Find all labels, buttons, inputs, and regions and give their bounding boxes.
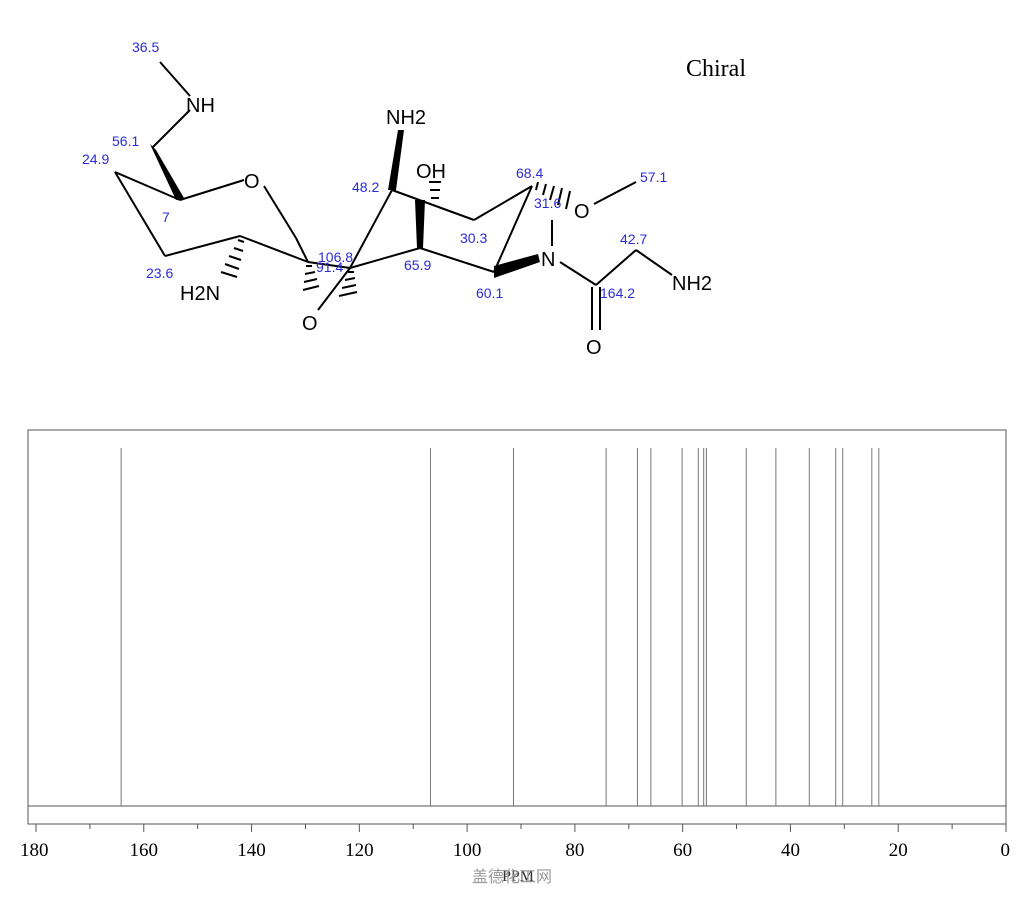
atom-o-methoxy: O <box>574 201 590 223</box>
x-tick-label: 40 <box>781 840 800 861</box>
shift-label: 68.4 <box>516 165 543 181</box>
x-tick-label: 160 <box>130 840 159 861</box>
shift-label: 30.3 <box>460 230 487 246</box>
shift-label: 36.5 <box>132 39 159 55</box>
x-tick-label: 60 <box>673 840 692 861</box>
atom-nh2-right: NH2 <box>672 273 712 295</box>
atom-oh: OH <box>416 161 446 183</box>
atom-o-bridge: O <box>302 313 318 335</box>
atom-o-ring: O <box>244 171 260 193</box>
shift-label: 60.1 <box>476 285 503 301</box>
watermark: 盖德化工网 <box>472 867 552 886</box>
x-tick-label: 20 <box>889 840 908 861</box>
spectrum-plot: 180 160 140 120 100 80 60 40 20 0 PPM 盖德化工网 <box>20 429 1010 886</box>
shift-label: 23.6 <box>146 265 173 281</box>
shift-label: 57.1 <box>640 169 667 185</box>
shift-label: 31.6 <box>534 195 561 211</box>
x-axis-ticks: 180 160 140 120 100 80 60 40 20 0 <box>20 824 1010 861</box>
x-tick-label: 180 <box>20 840 49 861</box>
shift-label: 65.9 <box>404 257 431 273</box>
shift-label: 42.7 <box>620 231 647 247</box>
atom-h2n-left: H2N <box>180 283 220 305</box>
shift-label: 24.9 <box>82 151 109 167</box>
atom-o-carbonyl: O <box>586 337 602 359</box>
x-tick-label: 140 <box>237 840 266 861</box>
shift-label: 106.8 <box>318 249 353 265</box>
x-tick-label: 120 <box>345 840 374 861</box>
molecule-structure: NH O H2N O NH2 OH O N NH2 O 36.5 56.1 24… <box>82 39 746 359</box>
chiral-label: Chiral <box>686 56 746 82</box>
x-tick-label: 80 <box>565 840 584 861</box>
atom-nh-top: NH <box>186 95 215 117</box>
x-tick-label: 100 <box>453 840 482 861</box>
peak-lines <box>120 448 880 806</box>
shift-label: 56.1 <box>112 133 139 149</box>
plot-frame <box>27 429 1007 825</box>
x-axis-title: PPM <box>502 868 534 885</box>
shift-label: 48.2 <box>352 179 379 195</box>
shift-label: 91.4 <box>316 259 343 275</box>
atom-n-amide: N <box>541 249 555 271</box>
shift-label: 164.2 <box>600 285 635 301</box>
shift-label: 7 <box>162 209 170 225</box>
x-tick-label: 0 <box>1001 840 1011 861</box>
atom-nh2-mid: NH2 <box>386 107 426 129</box>
